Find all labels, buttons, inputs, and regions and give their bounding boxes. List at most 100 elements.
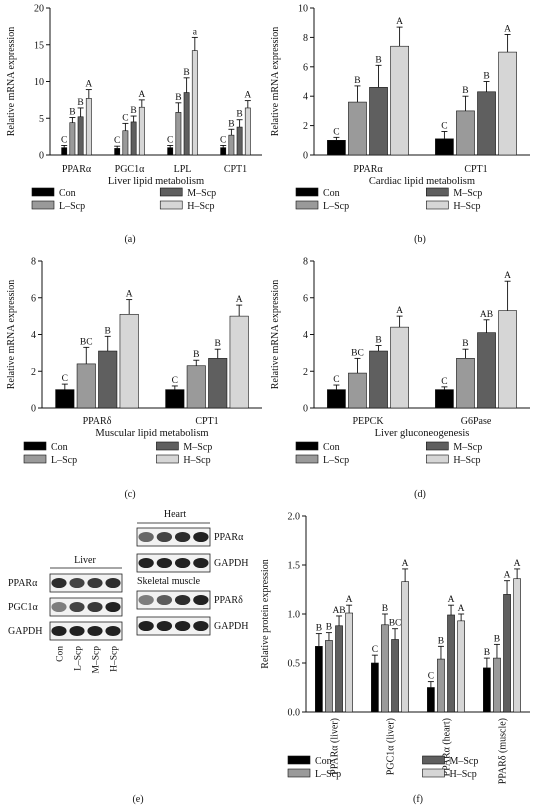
significance-letter: B (77, 98, 83, 108)
legend-swatch (422, 768, 445, 778)
significance-letter: A (236, 295, 243, 305)
y-tick-label: 6 (303, 293, 308, 304)
blot-band (156, 620, 173, 632)
x-tick-label: PPARδ (83, 416, 112, 427)
y-axis-title: Relative protein expression (260, 559, 271, 668)
legend-swatch (31, 200, 55, 210)
significance-letter: B (228, 119, 234, 129)
bar (186, 365, 206, 409)
significance-letter: C (333, 127, 339, 137)
significance-letter: C (167, 135, 173, 145)
significance-letter: C (172, 376, 178, 386)
x-tick-label: CPT1 (195, 416, 218, 427)
blot-band (174, 594, 191, 606)
blot-row-label: GAPDH (214, 558, 248, 569)
legend-label: M–Scp (183, 442, 212, 453)
significance-letter: A (396, 306, 403, 316)
blot-band (105, 601, 121, 613)
blot-lane-label: H–Scp (109, 646, 119, 672)
y-tick-label: 6 (31, 293, 36, 304)
significance-letter: A (138, 90, 145, 100)
significance-letter: A (244, 91, 251, 101)
significance-letter: A (504, 24, 511, 34)
y-axis-title: Relative mRNA expression (270, 27, 281, 136)
significance-letter: C (61, 135, 67, 145)
blot-row-label: PPARα (8, 578, 38, 589)
significance-letter: B (375, 55, 381, 65)
x-tick-label: G6Pase (461, 416, 492, 427)
y-tick-label: 4 (31, 330, 36, 341)
blot-band (87, 625, 103, 637)
x-axis-title: Muscular lipid metabolism (95, 428, 208, 439)
significance-letter: B (375, 336, 381, 346)
bar (498, 310, 517, 409)
y-tick-label: 8 (303, 33, 308, 44)
panel-label: (e) (132, 794, 143, 805)
blot-band (138, 531, 154, 543)
legend-label: L–Scp (51, 455, 77, 466)
bar (477, 332, 496, 409)
y-tick-label: 1.5 (288, 561, 301, 572)
bar (345, 612, 353, 713)
bar (220, 147, 227, 156)
significance-letter: B (130, 106, 136, 116)
significance-letter: B (462, 339, 468, 349)
x-tick-label: PPARα (62, 164, 92, 175)
bar (437, 658, 445, 713)
significance-letter: C (114, 136, 120, 146)
y-tick-label: 6 (303, 62, 308, 73)
y-axis-title: Relative mRNA expression (6, 27, 17, 136)
significance-letter: AB (480, 310, 493, 320)
bar (498, 51, 517, 156)
x-tick-label: PPARα (heart) (442, 718, 453, 776)
bar (244, 107, 251, 156)
y-tick-label: 0.5 (288, 659, 301, 670)
x-tick-label: PGC1α (liver) (386, 718, 397, 775)
heart-blot-strip (136, 553, 211, 573)
blot-band (138, 620, 154, 632)
significance-letter: C (428, 672, 434, 682)
y-tick-label: 2 (303, 367, 308, 378)
y-tick-label: 0.0 (288, 708, 301, 719)
bar (477, 91, 496, 156)
blot-band (69, 577, 85, 589)
muscle-blot-title: Skeletal muscle (137, 576, 201, 587)
legend-swatch (426, 200, 449, 210)
blot-band (138, 594, 154, 606)
bar (327, 389, 346, 409)
bar (138, 106, 145, 156)
bar (369, 87, 388, 156)
significance-letter: A (514, 559, 521, 569)
x-axis-title: Liver lipid metabolism (108, 176, 204, 187)
legend-swatch (295, 200, 319, 210)
x-axis-title: Cardiac lipid metabolism (369, 176, 475, 187)
blot-band (174, 531, 191, 543)
legend-label: H–Scp (453, 455, 480, 466)
y-tick-label: 0 (303, 404, 308, 415)
significance-letter: B (494, 634, 500, 644)
bar (55, 389, 75, 409)
bar (61, 147, 68, 156)
significance-letter: A (85, 80, 92, 90)
bar (167, 147, 174, 156)
bar (114, 148, 121, 156)
muscle-blot-strip (136, 590, 211, 610)
bar (503, 594, 511, 713)
bar (391, 639, 399, 713)
x-tick-label: PEPCK (352, 416, 384, 427)
legend-swatch (295, 441, 319, 451)
significance-letter: C (441, 121, 447, 131)
muscle-blot-strip (136, 616, 211, 636)
legend-label: H–Scp (187, 201, 214, 212)
bar (325, 640, 333, 713)
legend-label: Con (59, 188, 76, 199)
y-tick-label: 4 (303, 330, 308, 341)
bar (447, 614, 455, 713)
bar (85, 98, 92, 156)
liver-blot-title: Liver (74, 555, 96, 566)
blot-band (156, 531, 173, 543)
significance-letter: A (504, 571, 511, 581)
y-tick-label: 1.0 (288, 610, 301, 621)
